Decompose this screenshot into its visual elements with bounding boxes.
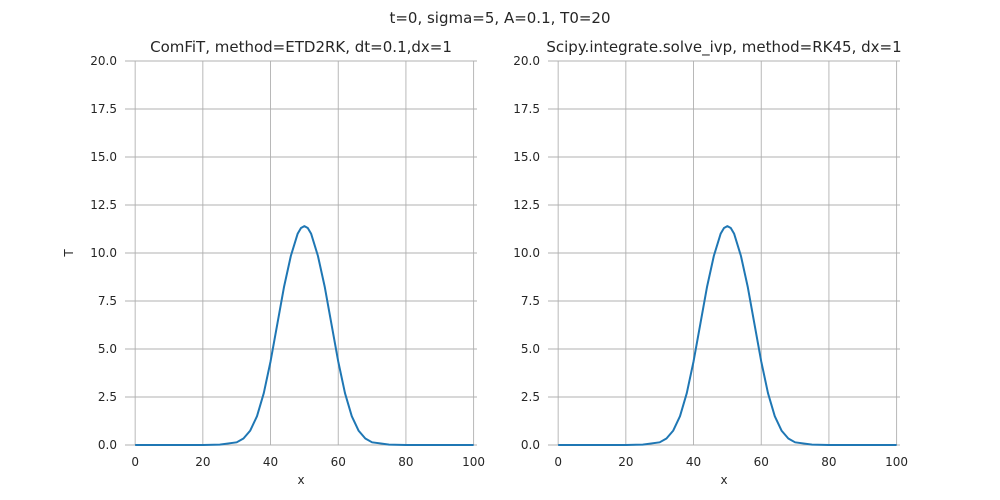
left-plot-x-axis-label: x <box>297 473 304 487</box>
left-y-tick-label: 20.0 <box>90 54 117 68</box>
left-y-tick-label: 12.5 <box>90 198 117 212</box>
left-plot-y-axis-label: T <box>62 249 76 258</box>
left-plot-grid <box>125 60 477 446</box>
right-plot-y-ticks: 0.0 2.5 5.0 7.5 10.0 12.5 15.0 17.5 20.0 <box>513 54 540 452</box>
left-y-tick-label: 5.0 <box>98 342 117 356</box>
right-y-tick-label: 2.5 <box>521 390 540 404</box>
right-x-tick-label: 80 <box>821 455 836 469</box>
right-plot-title: Scipy.integrate.solve_ivp, method=RK45, … <box>546 38 901 57</box>
left-x-tick-label: 40 <box>263 455 278 469</box>
right-y-tick-label: 0.0 <box>521 438 540 452</box>
left-y-tick-label: 7.5 <box>98 294 117 308</box>
left-x-tick-label: 20 <box>195 455 210 469</box>
right-x-tick-label: 40 <box>686 455 701 469</box>
right-y-tick-label: 20.0 <box>513 54 540 68</box>
right-x-tick-label: 0 <box>554 455 562 469</box>
left-series-line <box>135 225 474 446</box>
right-plot-x-ticks: 0 20 40 60 80 100 <box>554 455 908 469</box>
right-y-tick-label: 17.5 <box>513 102 540 116</box>
figure-suptitle: t=0, sigma=5, A=0.1, T0=20 <box>389 9 610 27</box>
right-plot: Scipy.integrate.solve_ivp, method=RK45, … <box>513 38 908 487</box>
right-y-tick-label: 12.5 <box>513 198 540 212</box>
left-plot-series <box>135 225 474 446</box>
left-y-tick-label: 15.0 <box>90 150 117 164</box>
left-y-tick-label: 17.5 <box>90 102 117 116</box>
right-y-tick-label: 10.0 <box>513 246 540 260</box>
left-plot-title: ComFiT, method=ETD2RK, dt=0.1,dx=1 <box>150 38 452 56</box>
right-series-line <box>558 225 897 446</box>
right-x-tick-label: 60 <box>754 455 769 469</box>
right-plot-x-axis-label: x <box>720 473 727 487</box>
left-x-tick-label: 80 <box>398 455 413 469</box>
left-x-tick-label: 60 <box>331 455 346 469</box>
right-x-tick-label: 20 <box>618 455 633 469</box>
left-y-tick-label: 2.5 <box>98 390 117 404</box>
left-x-tick-label: 0 <box>131 455 139 469</box>
left-plot-y-ticks: 0.0 2.5 5.0 7.5 10.0 12.5 15.0 17.5 20.0 <box>90 54 117 452</box>
left-plot: ComFiT, method=ETD2RK, dt=0.1,dx=1 0.0 2.… <box>62 38 485 487</box>
right-y-tick-label: 15.0 <box>513 150 540 164</box>
right-x-tick-label: 100 <box>885 455 908 469</box>
left-y-tick-label: 10.0 <box>90 246 117 260</box>
right-plot-grid <box>548 60 900 446</box>
right-y-tick-label: 7.5 <box>521 294 540 308</box>
left-y-tick-label: 0.0 <box>98 438 117 452</box>
right-plot-series <box>558 225 897 446</box>
left-plot-x-ticks: 0 20 40 60 80 100 <box>131 455 485 469</box>
left-x-tick-label: 100 <box>462 455 485 469</box>
right-y-tick-label: 5.0 <box>521 342 540 356</box>
